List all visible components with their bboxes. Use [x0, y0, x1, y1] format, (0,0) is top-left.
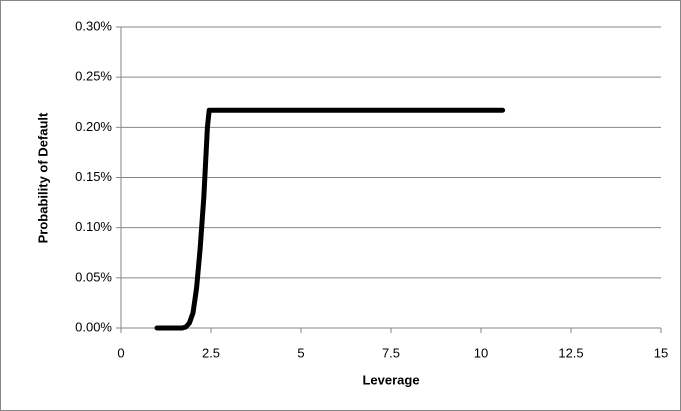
y-tick-label: 0.05%: [75, 269, 112, 284]
x-tick-label: 10: [474, 345, 488, 360]
x-tick-label: 0: [117, 345, 124, 360]
y-axis-title: Probability of Default: [35, 112, 50, 243]
y-tick-label: 0.25%: [75, 69, 112, 84]
y-tick-label: 0.10%: [75, 219, 112, 234]
x-tick-label: 12.5: [558, 345, 583, 360]
x-tick-label: 15: [654, 345, 668, 360]
x-tick-label: 7.5: [382, 345, 400, 360]
x-tick-label: 2.5: [202, 345, 220, 360]
y-tick-label: 0.15%: [75, 169, 112, 184]
y-tick-label: 0.20%: [75, 119, 112, 134]
x-tick-label: 5: [297, 345, 304, 360]
data-line: [154, 107, 506, 331]
y-tick-label: 0.30%: [75, 18, 112, 33]
y-tick-label: 0.00%: [75, 319, 112, 334]
x-axis-title: Leverage: [362, 372, 419, 387]
